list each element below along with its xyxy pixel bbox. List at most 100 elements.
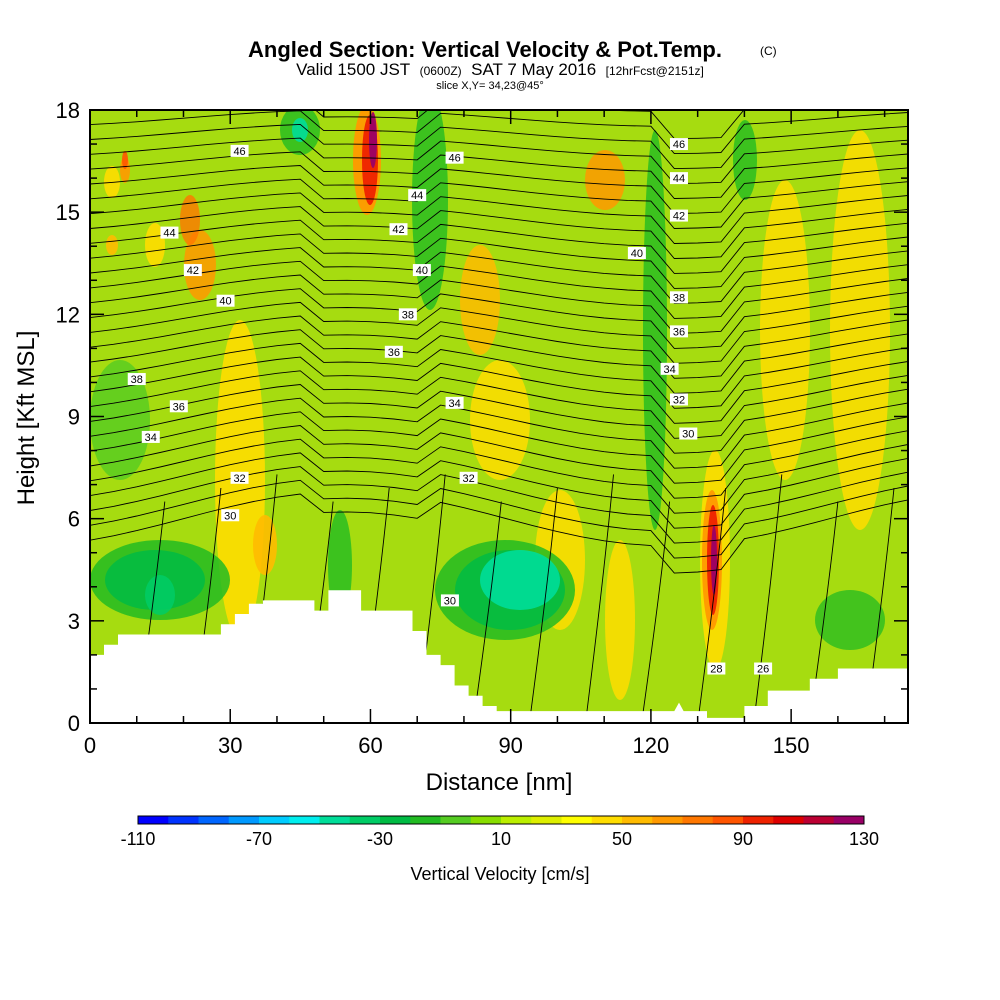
colorbar-tick-label: -30 [367, 829, 393, 849]
theta-label-text: 26 [757, 664, 769, 676]
y-tick-label: 6 [68, 507, 80, 532]
subtitle-forecast: [12hrFcst@2151z] [606, 64, 704, 78]
colorbar-swatch [380, 816, 411, 824]
theta-contour [90, 301, 908, 364]
theta-label-bg [459, 471, 478, 484]
velocity-field [90, 110, 890, 700]
axis-ticks [89, 109, 908, 724]
theta-contour [90, 356, 908, 424]
theta-contour [90, 329, 908, 394]
colorbar-tick-label: 90 [733, 829, 753, 849]
theta-label-bg [669, 138, 688, 151]
colorbar-frame [137, 815, 865, 825]
theta-label: 30 [440, 594, 459, 607]
velocity-blob [605, 540, 635, 700]
x-tick-labels: 0 30 60 90 120 150 [84, 733, 810, 758]
theta-contour [90, 206, 908, 259]
theta-label-bg [408, 189, 427, 202]
velocity-blob [815, 590, 885, 650]
velocity-blob [830, 130, 890, 530]
subtitle-prefix: Valid 1500 JST [296, 60, 410, 79]
colorbar-swatch [773, 816, 804, 824]
colorbar-swatch [349, 816, 381, 824]
terrain-mask [90, 590, 908, 723]
theta-label-bg [384, 345, 403, 358]
colorbar-swatch [138, 816, 169, 824]
x-tick-label: 60 [358, 733, 382, 758]
theta-label: 34 [660, 362, 679, 376]
theta-label-text: 38 [673, 292, 685, 304]
theta-contour [90, 493, 908, 574]
theta-contour [90, 110, 908, 155]
theta-label-bg [169, 400, 188, 413]
theta-label-bg [183, 264, 202, 277]
theta-label: 38 [398, 308, 417, 321]
theta-contour [90, 192, 908, 244]
theta-contour [90, 219, 908, 274]
chart-title: Angled Section: Vertical Velocity & Pot.… [248, 37, 722, 62]
theta-label: 28 [707, 662, 726, 676]
theta-label-bg [669, 291, 688, 304]
x-tick-label: 120 [633, 733, 670, 758]
theta-label: 34 [445, 396, 464, 410]
theta-label-text: 40 [631, 248, 643, 260]
theta-label-bg [389, 223, 408, 236]
theta-label-bg [627, 247, 646, 260]
theta-contour [90, 315, 908, 379]
colorbar-tick-label: 50 [612, 829, 632, 849]
colorbar-swatch [561, 816, 593, 824]
theta-label: 40 [216, 294, 235, 308]
y-tick-label: 0 [68, 711, 80, 736]
theta-contour [90, 274, 908, 334]
velocity-blob [122, 151, 128, 169]
velocity-blob [106, 235, 118, 255]
y-tick-label: 15 [56, 200, 80, 225]
velocity-blob [643, 130, 667, 530]
y-tick-label: 9 [68, 405, 80, 430]
theta-label-text: 36 [388, 347, 400, 359]
colorbar-swatch [501, 816, 532, 824]
theta-contour-labels: 46 44 42 40 38 36 34 32 30 46 44 42 40 38 36 34 32 30 46 44… [127, 138, 773, 676]
theta-label-bg [669, 393, 688, 406]
theta-label: 32 [230, 471, 249, 485]
theta-contour [528, 487, 558, 723]
colorbar-swatch [622, 816, 653, 824]
theta-label: 42 [183, 264, 202, 277]
theta-label-text: 46 [673, 139, 685, 151]
theta-contour [697, 487, 727, 723]
theta-label-text: 44 [673, 173, 685, 185]
theta-label: 44 [160, 226, 179, 240]
theta-label-text: 42 [392, 224, 404, 236]
theta-contour [90, 233, 908, 289]
theta-label-bg [127, 373, 146, 386]
x-tick-label: 90 [498, 733, 522, 758]
theta-label: 40 [412, 264, 431, 277]
theta-contour [90, 425, 908, 499]
theta-label-bg [669, 209, 688, 222]
theta-label-text: 30 [224, 510, 236, 522]
theta-label-text: 46 [233, 146, 245, 158]
colorbar-swatch [410, 816, 441, 824]
theta-label-text: 36 [673, 326, 685, 338]
colorbar-swatch [803, 816, 835, 824]
theta-label: 46 [445, 151, 464, 165]
velocity-blob [145, 223, 165, 267]
theta-label: 32 [459, 471, 478, 485]
velocity-blob [585, 150, 625, 210]
theta-contour [90, 260, 908, 319]
theta-contour [753, 474, 783, 723]
theta-label-bg [412, 264, 431, 277]
y-tick-label: 18 [56, 98, 80, 123]
theta-label-bg [440, 594, 459, 607]
velocity-blob [760, 180, 810, 480]
theta-label-bg [754, 662, 773, 675]
theta-label: 44 [669, 172, 688, 185]
theta-label-text: 40 [219, 296, 231, 308]
colorbar [137, 815, 865, 825]
colorbar-swatch [743, 816, 774, 824]
colorbar-swatch [198, 816, 230, 824]
theta-label-bg [230, 144, 249, 157]
colorbar-swatch [531, 816, 562, 824]
colorbar-swatch [259, 816, 290, 824]
